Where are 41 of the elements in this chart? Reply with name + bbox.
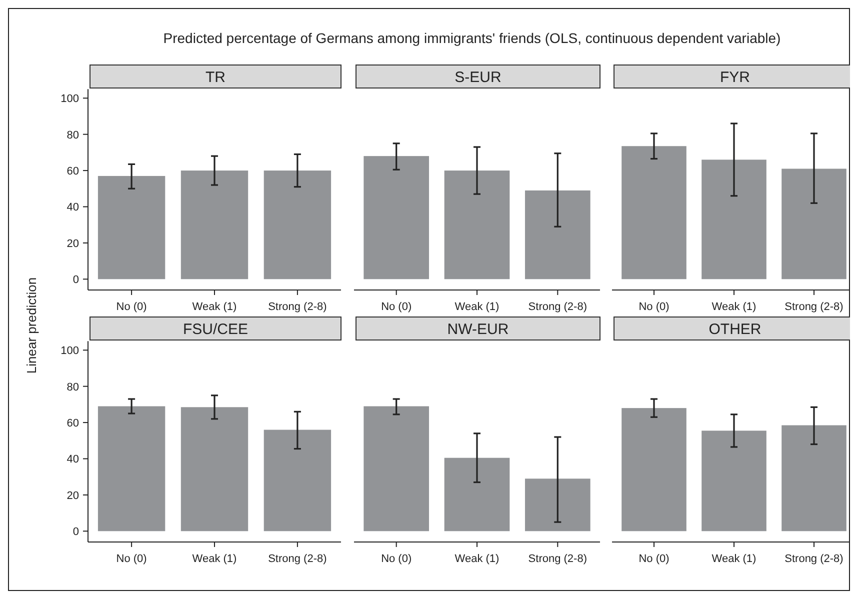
y-tick-label: 60 [66,418,79,430]
chart-title: TR [206,69,226,86]
y-tick-label: 80 [66,129,79,142]
y-tick-label: 100 [60,345,79,358]
x-tick-label: No (0) [116,553,147,565]
y-axis-title: Linear prediction [24,277,39,374]
x-tick-label: Strong (2-8) [528,553,588,565]
x-tick-label: Strong (2-8) [528,301,588,313]
x-tick-label: Weak (1) [712,301,756,313]
x-tick-label: Weak (1) [192,301,237,313]
chart-title: S-EUR [454,69,502,86]
x-tick-label: Weak (1) [192,553,237,565]
text: Predicted percentage of Germans among immigrants' friends (OLS, continuous dependent variable) [163,30,781,46]
chart-title: FSU/CEE [182,321,248,338]
x-tick-label: Weak (1) [454,553,500,565]
x-tick-label: Strong (2-8) [784,553,844,565]
x-tick-label: No (0) [638,301,670,313]
x-tick-label: Strong (2-8) [784,301,844,313]
y-tick-label: 40 [66,202,79,214]
bar [98,406,166,532]
y-tick-label: 20 [66,238,79,250]
y-tick-label: 40 [66,454,79,466]
x-tick-label: No (0) [116,301,147,313]
chart-title: OTHER [708,321,762,338]
x-tick-label: No (0) [381,301,412,313]
bar [180,407,248,532]
x-tick-label: Strong (2-8) [268,553,327,565]
y-tick-label: 100 [60,93,79,106]
y-tick-label: 0 [72,274,79,286]
bar [264,430,332,532]
chart-title: NW-EUR [447,321,509,338]
y-tick-label: 0 [72,526,79,538]
x-tick-label: No (0) [381,553,412,565]
x-tick-label: Weak (1) [454,301,500,313]
x-tick-label: Weak (1) [712,553,756,565]
chart-title: FYR [720,69,750,86]
y-tick-label: 20 [66,490,79,502]
x-tick-label: No (0) [638,553,670,565]
y-tick-label: 80 [66,381,79,394]
x-tick-label: Strong (2-8) [268,301,327,313]
y-tick-label: 60 [66,166,79,178]
